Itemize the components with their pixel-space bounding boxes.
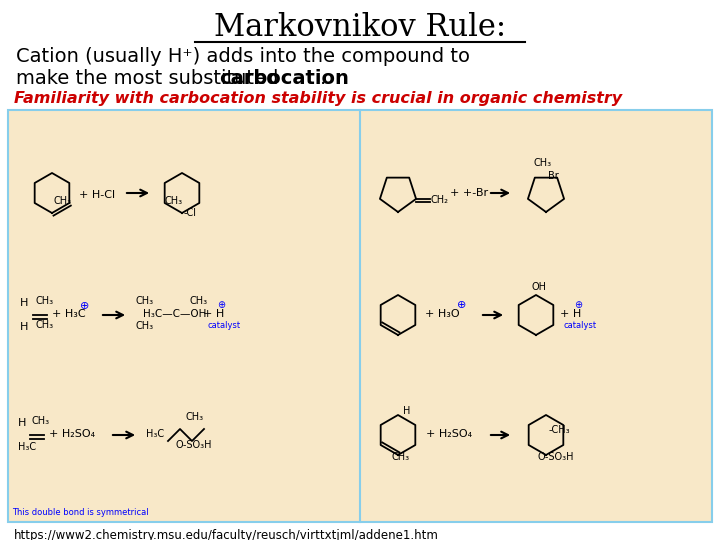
Text: H: H — [20, 322, 28, 332]
Text: CH₃: CH₃ — [135, 296, 153, 306]
Text: .: . — [320, 69, 326, 87]
Text: catalyst: catalyst — [207, 321, 240, 329]
Text: -CH₃: -CH₃ — [549, 425, 571, 435]
Text: catalyst: catalyst — [564, 321, 597, 329]
Text: H₃C: H₃C — [18, 442, 36, 452]
Text: H: H — [18, 418, 27, 428]
Text: Familiarity with carbocation stability is crucial in organic chemistry: Familiarity with carbocation stability i… — [14, 91, 622, 106]
Bar — [8, 110, 712, 522]
Text: CH₃: CH₃ — [189, 296, 207, 306]
Text: CH₃: CH₃ — [186, 412, 204, 422]
Text: O-SO₃H: O-SO₃H — [538, 452, 575, 462]
Text: + H: + H — [203, 309, 224, 319]
Text: + H₃O: + H₃O — [425, 309, 459, 319]
Text: Markovnikov Rule:: Markovnikov Rule: — [214, 12, 506, 44]
Text: CH₃: CH₃ — [35, 296, 53, 306]
Text: CH₂: CH₂ — [430, 195, 448, 205]
Text: ⊕: ⊕ — [574, 300, 582, 310]
Text: + H₂SO₄: + H₂SO₄ — [49, 429, 95, 439]
Text: -Cl: -Cl — [184, 208, 197, 218]
Text: + +-Br: + +-Br — [450, 188, 488, 198]
Text: This double bond is symmetrical: This double bond is symmetrical — [12, 508, 148, 517]
Text: + H₂SO₄: + H₂SO₄ — [426, 429, 472, 439]
Text: make the most substituted: make the most substituted — [16, 69, 284, 87]
Text: CH₃: CH₃ — [135, 321, 153, 331]
Text: ⊕: ⊕ — [80, 301, 89, 311]
Text: O-SO₃H: O-SO₃H — [176, 440, 212, 450]
Text: H₃C—C—OH: H₃C—C—OH — [143, 309, 207, 319]
Text: + H₃C: + H₃C — [52, 309, 86, 319]
Text: https://www2.chemistry.msu.edu/faculty/reusch/virttxtjml/addene1.htm: https://www2.chemistry.msu.edu/faculty/r… — [14, 530, 439, 540]
Text: Cation (usually H⁺) adds into the compound to: Cation (usually H⁺) adds into the compou… — [16, 48, 470, 66]
Text: OH: OH — [531, 282, 546, 292]
Text: carbocation: carbocation — [219, 69, 348, 87]
Text: ⊕: ⊕ — [217, 300, 225, 310]
Text: CH₃: CH₃ — [35, 320, 53, 330]
Text: + H: + H — [560, 309, 581, 319]
Text: CH₃: CH₃ — [534, 158, 552, 168]
Text: H: H — [20, 298, 28, 308]
Text: CH₃: CH₃ — [392, 452, 410, 462]
Text: CH₃: CH₃ — [54, 196, 72, 206]
Text: + H-Cl: + H-Cl — [79, 190, 115, 200]
Text: ⊕: ⊕ — [457, 300, 467, 310]
Text: CH₃: CH₃ — [165, 196, 183, 206]
Text: H₃C: H₃C — [146, 429, 164, 439]
Text: H: H — [403, 406, 410, 416]
Text: Br: Br — [548, 171, 559, 181]
Text: CH₃: CH₃ — [32, 416, 50, 426]
